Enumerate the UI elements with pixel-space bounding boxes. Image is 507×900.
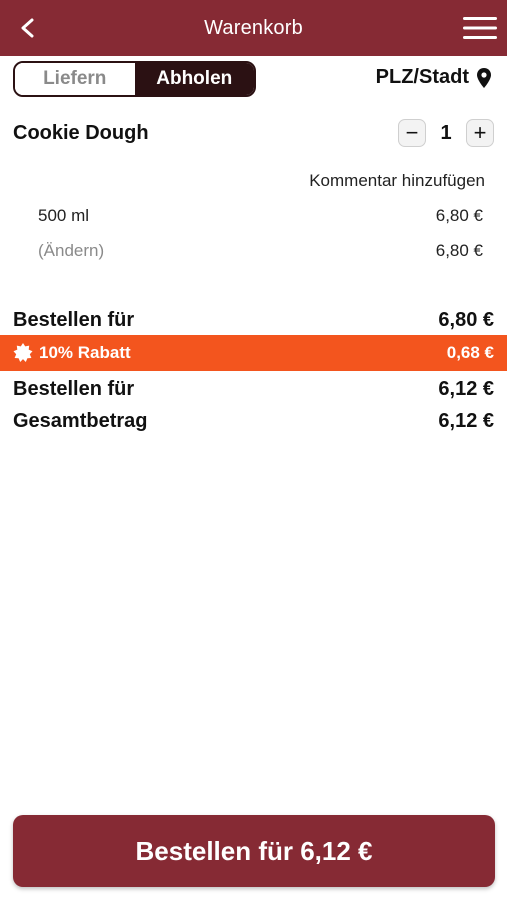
order-button[interactable]: Bestellen für 6,12 € — [13, 815, 495, 887]
discounted-subtotal-value: 6,12 € — [438, 378, 494, 400]
item-option-size: 500 ml — [38, 206, 90, 225]
total-value: 6,12 € — [438, 410, 494, 432]
add-comment-link[interactable]: Kommentar hinzufügen — [309, 171, 485, 190]
location-pin-icon — [477, 67, 491, 88]
badge-icon — [13, 343, 33, 362]
back-button[interactable] — [10, 10, 46, 46]
toggle-option-liefern[interactable]: Liefern — [15, 63, 135, 95]
change-item-link[interactable]: (Ändern) — [38, 241, 105, 260]
menu-button[interactable] — [461, 12, 499, 44]
location-selector[interactable]: PLZ/Stadt — [376, 66, 491, 89]
total-row: Gesamtbetrag 6,12 € — [13, 410, 494, 433]
subtotal-label: Bestellen für — [13, 309, 135, 331]
item-option-row: 500 ml 6,80 € — [38, 206, 483, 226]
location-label: PLZ/Stadt — [375, 66, 469, 88]
increase-quantity-button[interactable]: + — [466, 119, 494, 147]
quantity-stepper: − 1 + — [398, 119, 494, 147]
app-bar: Warenkorb — [0, 0, 507, 56]
discounted-subtotal-row: Bestellen für 6,12 € — [13, 378, 494, 401]
discount-label: 10% Rabatt — [39, 343, 131, 362]
decrease-quantity-button[interactable]: − — [398, 119, 426, 147]
toggle-option-abholen[interactable]: Abholen — [134, 63, 254, 95]
chevron-left-icon — [21, 18, 34, 38]
item-change-price: 6,80 € — [435, 241, 483, 260]
subtotal-row: Bestellen für 6,80 € — [13, 309, 494, 332]
item-change-row: (Ändern) 6,80 € — [38, 241, 483, 261]
total-label: Gesamtbetrag — [13, 410, 148, 432]
cart-item-name: Cookie Dough — [13, 122, 149, 144]
quantity-value: 1 — [440, 121, 452, 144]
hamburger-menu-icon — [463, 17, 497, 39]
discounted-subtotal-label: Bestellen für — [13, 378, 135, 400]
discount-value: 0,68 € — [446, 343, 494, 362]
discount-row: 10% Rabatt 0,68 € — [0, 335, 507, 371]
delivery-mode-toggle: Liefern Abholen — [13, 61, 256, 97]
page-title: Warenkorb — [204, 16, 303, 39]
subtotal-value: 6,80 € — [438, 309, 494, 331]
item-option-price: 6,80 € — [435, 206, 483, 225]
